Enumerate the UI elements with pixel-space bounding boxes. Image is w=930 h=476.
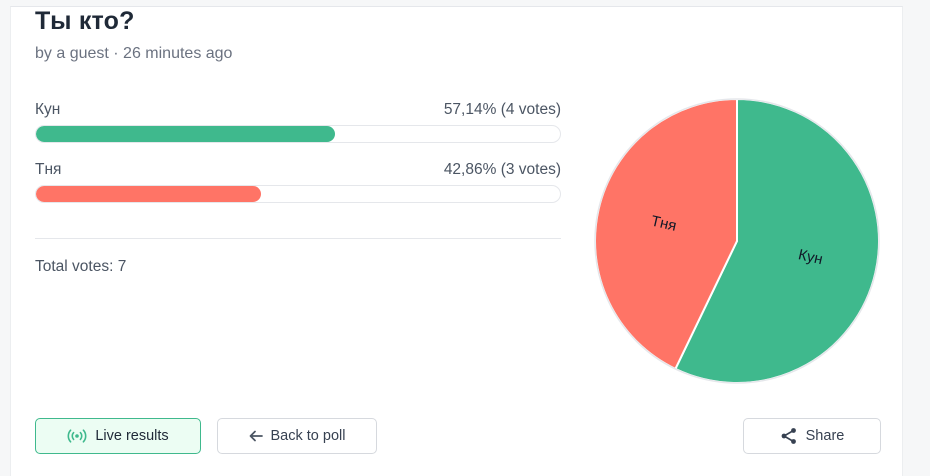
back-to-poll-label: Back to poll xyxy=(270,428,346,444)
broadcast-icon xyxy=(67,429,87,443)
progress-fill xyxy=(36,186,261,202)
pie-chart: Кун Тня xyxy=(594,97,880,384)
share-icon xyxy=(781,428,796,444)
live-results-label: Live results xyxy=(95,428,169,444)
option-percentage: 57,14% (4 votes) xyxy=(443,101,561,118)
pie-outline xyxy=(594,98,880,384)
pie-label-1: Кун xyxy=(797,246,825,268)
share-label: Share xyxy=(805,428,845,444)
progress-track xyxy=(35,185,561,203)
back-to-poll-button[interactable]: Back to poll xyxy=(217,418,377,454)
results-card: Ты кто? by a guest · 26 minutes ago Кун … xyxy=(10,6,903,476)
progress-track xyxy=(35,125,561,143)
share-button[interactable]: Share xyxy=(743,418,881,454)
option-result-1: Кун 57,14% (4 votes) xyxy=(35,101,561,143)
total-votes: Total votes: 7 xyxy=(35,258,127,275)
pie-label-2: Тня xyxy=(649,213,678,235)
live-results-button[interactable]: Live results xyxy=(35,418,201,454)
option-percentage: 42,86% (3 votes) xyxy=(443,161,561,178)
progress-fill xyxy=(36,126,336,142)
option-label: Кун xyxy=(35,101,61,118)
poll-meta: by a guest · 26 minutes ago xyxy=(35,45,233,62)
option-label: Тня xyxy=(35,161,62,178)
poll-title: Ты кто? xyxy=(35,7,135,35)
divider xyxy=(35,238,561,239)
arrow-left-icon xyxy=(249,430,263,442)
option-result-2: Тня 42,86% (3 votes) xyxy=(35,161,561,203)
